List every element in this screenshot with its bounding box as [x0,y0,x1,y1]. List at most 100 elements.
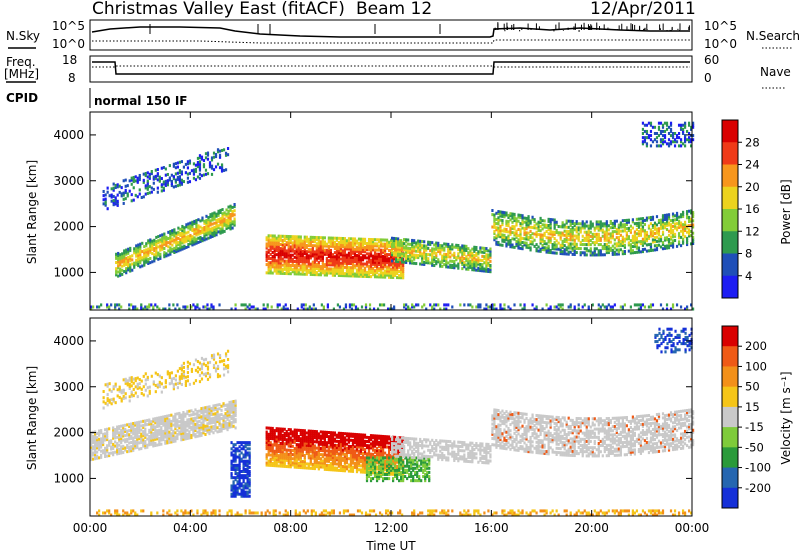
power-cell [507,215,510,219]
power-cell [661,241,665,245]
power-cell [389,240,393,244]
power-cell [685,214,689,218]
velocity-cell [138,422,141,426]
power-cell [477,305,480,309]
power-cell [321,269,324,273]
power-cell [309,248,312,252]
power-cell [563,229,566,233]
power-cell [665,227,669,231]
velocity-cell [150,426,153,430]
power-cell [485,253,488,257]
power-cell [123,249,126,253]
power-cell [601,230,604,234]
power-cell [353,243,357,247]
velocity-cell [330,509,333,513]
power-cell [373,258,377,262]
power-cell [221,226,224,230]
power-cell [152,181,155,185]
power-cell [665,219,669,223]
power-cell [387,265,391,269]
power-cell [216,148,220,152]
power-cell [523,303,526,307]
power-cell [655,215,659,219]
power-cell [325,244,328,248]
power-cell [567,232,570,236]
power-cell [415,253,418,257]
power-cell [275,246,278,250]
power-cell [321,250,324,254]
velocity-cell [116,446,119,450]
power-cell [605,244,608,248]
power-cell [635,238,639,242]
power-cell [479,262,482,266]
velocity-cell [126,511,129,515]
power-cell [583,247,586,251]
power-cell [335,251,339,255]
power-cell [637,246,641,250]
power-cell [553,241,556,245]
power-cell [119,255,122,259]
power-cell [139,246,142,250]
power-cell [463,303,466,307]
velocity-cell [166,426,169,430]
power-cell [151,241,154,245]
power-cell [120,186,123,190]
power-cell [375,242,379,246]
power-cell [305,250,308,254]
power-cell [262,303,265,307]
power-cell [293,249,296,253]
power-cell [409,242,412,246]
power-cell [297,272,300,276]
power-cell [402,276,405,280]
velocity-cell [94,438,97,442]
power-cell [431,255,434,259]
power-cell [469,265,472,269]
power-cell [214,165,218,169]
power-cell [683,307,687,311]
power-cell [379,259,383,263]
power-cell [527,225,530,229]
power-cell [122,179,125,183]
power-cell [187,236,190,240]
velocity-cell [128,378,131,382]
power-cell [661,125,665,129]
power-cell [545,225,548,229]
power-cell [363,239,367,243]
power-cell [148,305,151,309]
velocity-cell [324,513,327,517]
power-cell [303,256,306,260]
power-cell [136,176,139,180]
power-cell [661,247,665,251]
power-cell [115,271,118,275]
power-cell [400,270,403,274]
power-cell [533,220,536,224]
power-cell [692,125,695,129]
power-cell [573,240,576,244]
velocity-cell [96,456,99,460]
power-cell [429,240,432,244]
power-cell [607,240,610,244]
power-cell [323,236,326,240]
velocity-cell [108,398,111,402]
power-cell [333,265,337,269]
power-cell [481,269,484,273]
velocity-cell [120,430,123,434]
power-cell [287,270,290,274]
power-cell [271,263,274,267]
power-cell [283,236,286,240]
velocity-cell [655,509,659,513]
power-cell [172,162,175,166]
power-cell [200,155,204,159]
power-cell [306,307,309,311]
velocity-cell [160,419,163,423]
power-cell [229,225,232,229]
power-cell [289,259,292,263]
power-cell [331,267,335,271]
power-cell [681,227,685,231]
power-cell [515,229,518,233]
velocity-cell [677,511,681,515]
velocity-cell [96,444,99,448]
power-cell [521,214,524,218]
velocity-cell [132,377,135,381]
velocity-cell [154,431,157,435]
